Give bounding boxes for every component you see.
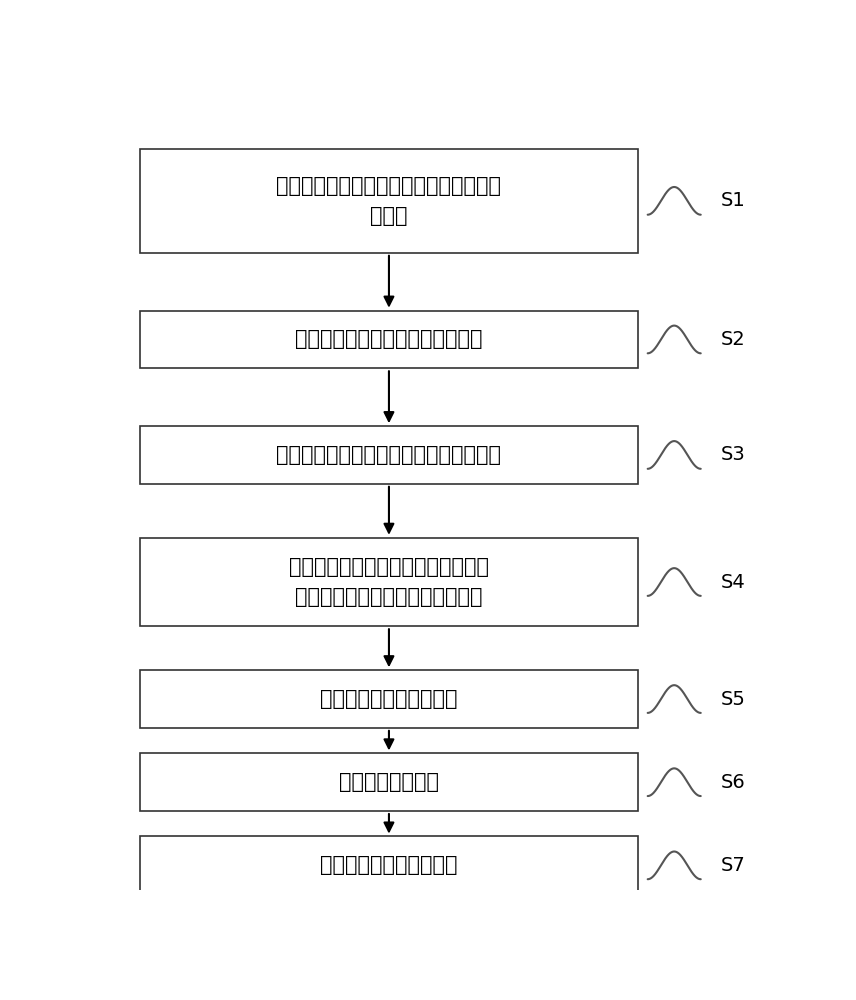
Text: 对脱模后的罩体进行加工: 对脱模后的罩体进行加工 bbox=[320, 855, 458, 875]
Text: S1: S1 bbox=[721, 191, 746, 210]
Text: 按天线罩结构进行分解，并分别制备增强
体织物: 按天线罩结构进行分解，并分别制备增强 体织物 bbox=[276, 176, 502, 226]
Text: S2: S2 bbox=[721, 330, 746, 349]
Bar bbox=[140, 311, 638, 368]
Text: S5: S5 bbox=[721, 690, 746, 709]
Text: 在一定压力和温度下注入树脂，至树
脂充分浸润纤维后，停止注入树脂: 在一定压力和温度下注入树脂，至树 脂充分浸润纤维后，停止注入树脂 bbox=[289, 557, 489, 607]
Text: 合模，模具抽真空后连接注胶、出胶管道: 合模，模具抽真空后连接注胶、出胶管道 bbox=[276, 445, 502, 465]
Bar bbox=[140, 670, 638, 728]
Bar bbox=[140, 836, 638, 894]
Bar bbox=[140, 149, 638, 253]
Text: 使成型的罩体脱模: 使成型的罩体脱模 bbox=[339, 772, 439, 792]
Text: 在阳模上装入增强体，并进行缝合: 在阳模上装入增强体，并进行缝合 bbox=[295, 329, 483, 349]
Bar bbox=[140, 426, 638, 484]
Text: S7: S7 bbox=[721, 856, 746, 875]
Bar bbox=[140, 538, 638, 626]
Text: S4: S4 bbox=[721, 572, 746, 591]
Bar bbox=[140, 753, 638, 811]
Text: S6: S6 bbox=[721, 773, 746, 792]
Text: S3: S3 bbox=[721, 445, 746, 464]
Text: 使产品在烘箱内升温固化: 使产品在烘箱内升温固化 bbox=[320, 689, 458, 709]
